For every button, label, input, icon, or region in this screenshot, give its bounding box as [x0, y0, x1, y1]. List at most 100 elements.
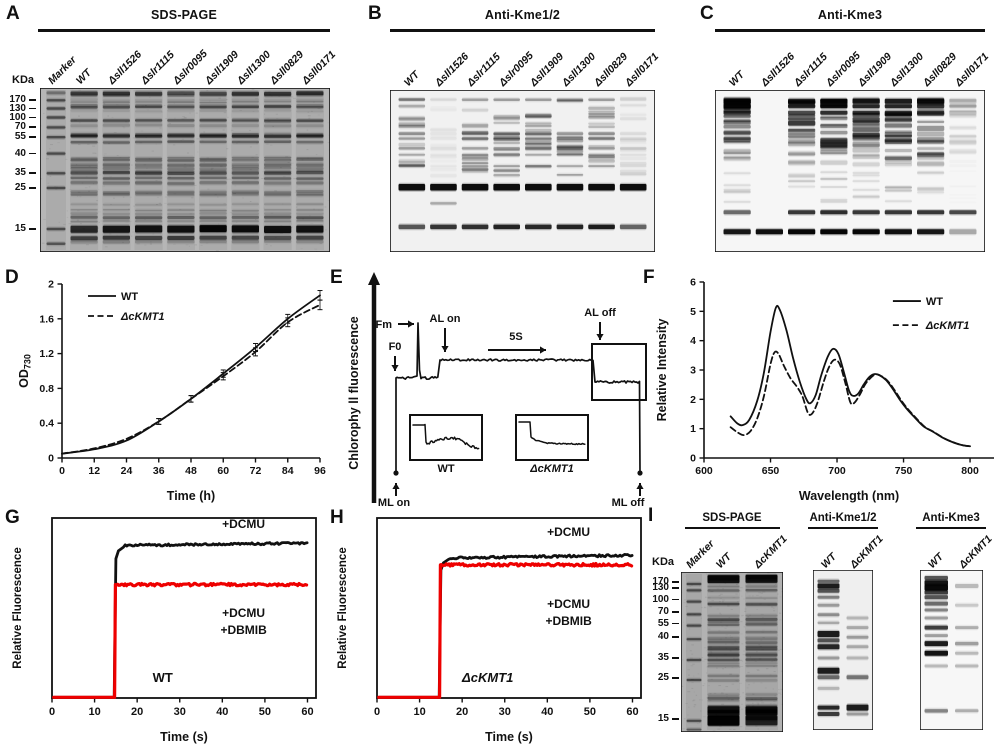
band-halo	[885, 199, 912, 204]
marker-tick	[29, 107, 36, 110]
band-halo	[167, 214, 195, 221]
protein-band	[745, 641, 778, 644]
protein-band	[296, 132, 324, 135]
band-halo	[884, 136, 912, 144]
protein-band	[917, 104, 945, 109]
band-halo	[588, 223, 615, 231]
gel-speckle	[727, 698, 730, 700]
protein-band	[231, 167, 259, 170]
gel-speckle	[132, 90, 136, 92]
band-halo	[135, 90, 163, 97]
protein-band	[167, 136, 195, 138]
protein-band	[525, 129, 552, 133]
band-halo	[199, 139, 227, 145]
gel-speckle	[308, 117, 311, 119]
lane-shade	[102, 90, 131, 250]
y-axis-arrow-head	[368, 272, 380, 285]
legend-label-0: WT	[926, 296, 943, 308]
protein-band	[820, 137, 848, 143]
band-halo	[820, 115, 848, 122]
band-halo	[461, 97, 489, 103]
gel-speckle	[739, 665, 742, 667]
band-halo	[102, 207, 130, 212]
panel-letter-b: B	[368, 3, 382, 24]
protein-band	[745, 645, 778, 648]
gel-speckle	[119, 157, 122, 159]
band-halo	[167, 170, 195, 177]
gel-speckle	[93, 183, 95, 185]
gel-speckle	[683, 602, 686, 604]
protein-band	[102, 170, 130, 173]
panel-c-blot	[714, 89, 986, 257]
protein-band	[102, 119, 130, 122]
protein-band	[949, 100, 977, 103]
band-halo	[398, 117, 426, 123]
band-halo	[788, 209, 816, 216]
protein-band	[199, 209, 227, 212]
lane-shade	[70, 90, 99, 250]
protein-band	[788, 160, 816, 165]
protein-band	[167, 172, 195, 175]
gel-speckle	[196, 138, 200, 140]
band-halo	[102, 162, 130, 169]
gel-speckle	[734, 680, 737, 681]
protein-band	[955, 626, 979, 630]
band-halo	[525, 131, 552, 137]
gel-speckle	[781, 703, 783, 705]
gel-speckle	[727, 605, 730, 607]
gel-speckle	[104, 246, 108, 248]
protein-band	[398, 184, 426, 191]
band-halo	[917, 109, 945, 116]
band-halo	[102, 132, 130, 139]
gel-speckle	[77, 191, 81, 193]
protein-band	[846, 645, 869, 649]
protein-band	[820, 124, 848, 129]
gel-speckle	[767, 572, 770, 574]
band-halo	[924, 574, 948, 582]
band-halo	[70, 133, 98, 139]
band-halo	[167, 104, 195, 110]
protein-band	[723, 188, 751, 191]
protein-band	[817, 686, 840, 690]
band-halo	[296, 238, 324, 245]
gel-speckle	[755, 725, 758, 727]
gel-speckle	[762, 637, 765, 639]
band-halo	[264, 165, 292, 171]
marker-tick	[29, 126, 36, 129]
protein-band	[745, 574, 778, 583]
x-axis-title: Time (s)	[160, 730, 208, 744]
protein-band	[199, 93, 227, 97]
gel-speckle	[692, 731, 694, 732]
protein-band	[46, 152, 66, 155]
band-halo	[70, 235, 98, 242]
band-halo	[817, 578, 840, 584]
protein-band	[707, 602, 740, 606]
x-tick-label: 10	[88, 706, 100, 718]
band-halo	[135, 139, 163, 145]
legend-label-1: ΔcKMT1	[925, 320, 969, 332]
protein-band	[102, 240, 130, 244]
protein-band	[745, 636, 778, 640]
gel-speckle	[99, 174, 101, 175]
protein-band	[556, 184, 584, 191]
band-halo	[102, 192, 130, 198]
gel-speckle	[307, 115, 311, 117]
band-halo	[70, 102, 98, 109]
band-halo	[264, 219, 292, 224]
band-halo	[493, 147, 520, 153]
gel-speckle	[697, 723, 699, 725]
band-halo	[70, 163, 98, 170]
protein-band	[917, 229, 945, 235]
protein-band	[852, 180, 880, 183]
band-halo	[884, 116, 912, 124]
band-halo	[556, 145, 584, 151]
gel-speckle	[759, 596, 762, 598]
band-halo	[917, 209, 945, 216]
x-tick-label: 84	[282, 465, 294, 477]
band-halo	[231, 170, 259, 176]
protein-band	[745, 693, 778, 696]
gel-speckle	[317, 209, 320, 211]
protein-band	[852, 196, 880, 199]
protein-band	[493, 169, 520, 172]
gel-speckle	[203, 131, 206, 133]
